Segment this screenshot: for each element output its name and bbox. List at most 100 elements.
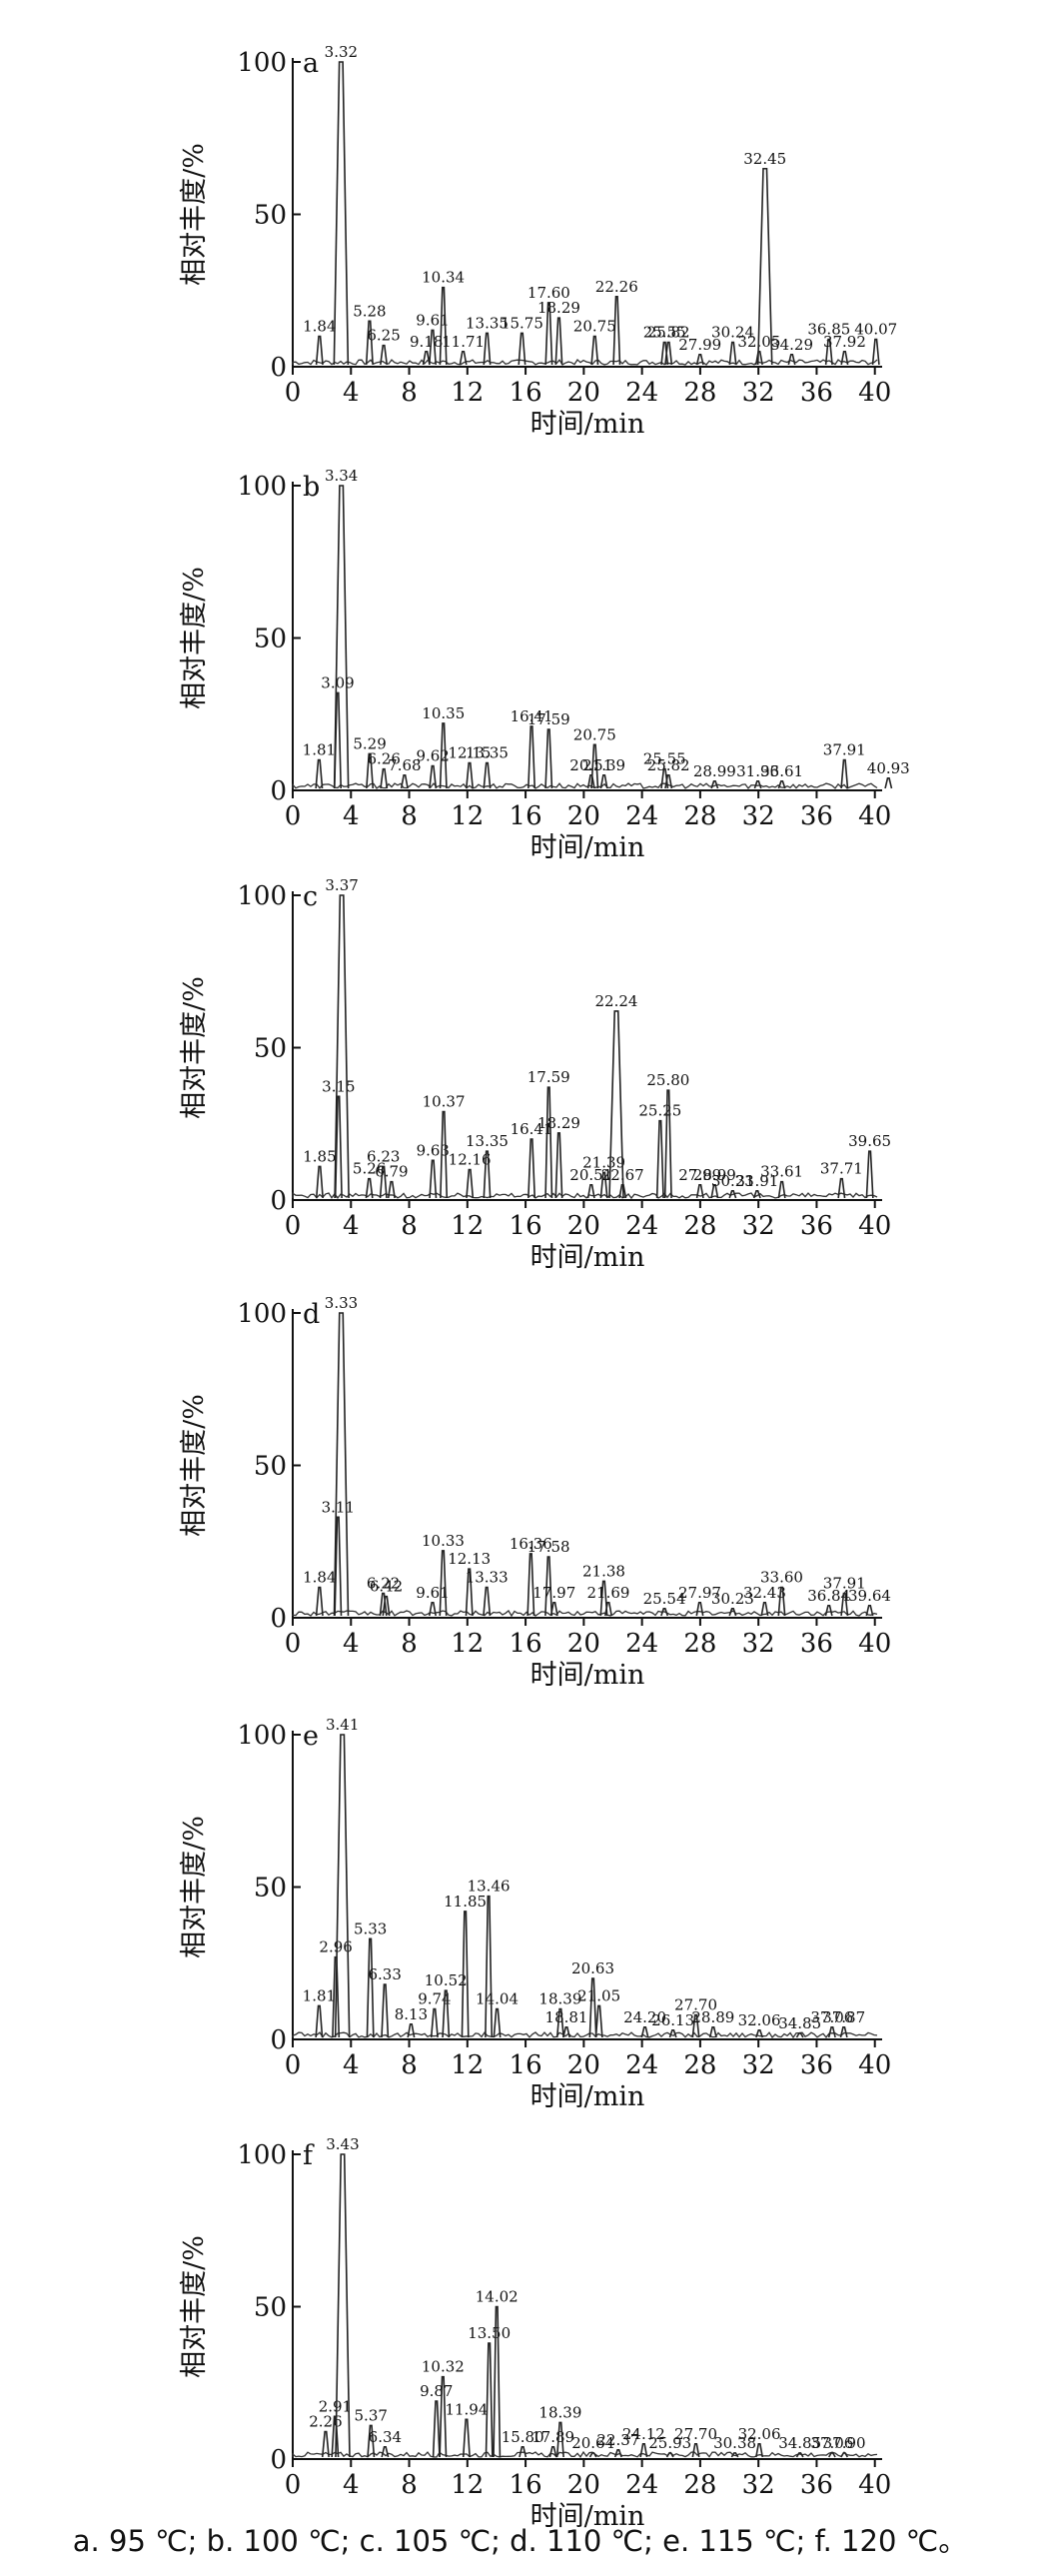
peak-mark: [755, 2029, 764, 2038]
peak-mark: [544, 1086, 553, 1199]
x-tick-label: 12: [451, 1629, 484, 1659]
peak-mark: [777, 1586, 786, 1617]
peak-mark: [429, 1159, 438, 1199]
panel-f: 0 50 100 0 4 8 12 16 20 24 28 32 36 40 时间/min 相对丰度/% f 2.…: [179, 2135, 891, 2532]
peak-mark: [594, 2004, 603, 2038]
peak-label: 24.12: [622, 2425, 665, 2443]
peak-label: 21.38: [582, 1562, 625, 1580]
peak-mark: [440, 1110, 449, 1199]
x-tick-label: 16: [510, 2470, 542, 2500]
x-tick-label: 20: [567, 1211, 600, 1241]
peak-label: 10.35: [422, 704, 465, 722]
x-tick-label: 16: [510, 1211, 542, 1241]
peak-mark: [710, 1183, 719, 1199]
peak-label: 12.13: [448, 1550, 491, 1568]
peak-mark: [432, 2400, 441, 2458]
peak-mark: [483, 1586, 492, 1617]
peak-mark: [728, 1608, 737, 1617]
peak-mark: [333, 61, 350, 366]
peak-label: 31.91: [735, 1172, 778, 1190]
x-tick-label: 0: [285, 378, 302, 408]
peak-label: 33.61: [760, 762, 803, 780]
x-tick-label: 28: [683, 2050, 716, 2080]
peak-label: 18.81: [545, 2008, 588, 2026]
peak-mark: [668, 2029, 677, 2038]
peak-label: 11.85: [444, 1893, 487, 1911]
peak-mark: [483, 761, 492, 789]
peak-mark: [527, 1138, 536, 1199]
panel-letter: f: [303, 2140, 315, 2171]
x-axis-label: 时间/min: [530, 409, 645, 440]
peak-label: 31.96: [736, 762, 779, 780]
peak-mark: [840, 1592, 849, 1617]
peak-mark: [315, 2004, 324, 2038]
peak-label: 16.41: [511, 707, 553, 725]
x-tick-label: 4: [343, 378, 360, 408]
x-tick-label: 0: [285, 1629, 302, 1659]
peak-label: 15.80: [502, 2428, 544, 2446]
x-tick-label: 36: [800, 378, 833, 408]
peak-mark: [430, 2007, 439, 2038]
peak-mark: [380, 344, 389, 366]
peak-mark: [824, 1605, 833, 1617]
x-tick-label: 36: [800, 2050, 833, 2080]
x-tick-label: 36: [800, 1629, 833, 1659]
peak-mark: [493, 2305, 502, 2458]
x-tick-label: 20: [567, 2050, 600, 2080]
peak-label: 5.29: [353, 734, 386, 752]
y-axis-label: 相对丰度/%: [179, 143, 210, 286]
y-axis-label: 相对丰度/%: [179, 2235, 210, 2378]
peak-mark: [613, 2449, 622, 2458]
peak-mark: [840, 2452, 849, 2458]
peak-mark: [544, 302, 553, 366]
peak-label: 37.06: [810, 2434, 853, 2452]
peak-mark: [865, 1605, 874, 1617]
peak-label: 32.06: [738, 2425, 781, 2443]
peak-mark: [315, 758, 324, 789]
panel-b: 0 50 100 0 4 8 12 16 20 24 28 32 36 40 时间/min 相对丰度/% b 1.…: [179, 467, 910, 863]
peak-mark: [459, 350, 468, 366]
peak-label: 1.85: [303, 1147, 336, 1165]
x-axis-label: 时间/min: [530, 2081, 645, 2112]
peak-label: 15.75: [501, 314, 543, 332]
peak-label: 37.87: [822, 2008, 865, 2026]
peak-label: 27.99: [678, 1166, 721, 1184]
x-axis-label: 时间/min: [530, 2501, 645, 2532]
peak-label: 27.97: [678, 1584, 721, 1602]
peak-mark: [590, 335, 599, 366]
x-tick-label: 8: [401, 2050, 418, 2080]
peak-label: 25.82: [647, 324, 690, 342]
peak-label: 25.80: [646, 1071, 689, 1089]
peak-label: 5.37: [355, 2406, 388, 2424]
x-tick-label: 28: [683, 2470, 716, 2500]
peak-label: 17.97: [532, 1584, 575, 1602]
peak-label: 1.81: [303, 1986, 336, 2004]
peak-label: 6.34: [369, 2428, 402, 2446]
peak-mark: [555, 2007, 564, 2038]
peak-mark: [664, 773, 673, 789]
y-tick-label: 50: [254, 1874, 287, 1904]
y-tick-label: 50: [254, 1452, 287, 1482]
peak-mark: [590, 743, 599, 789]
peak-mark: [334, 1734, 351, 2038]
peak-label: 22.26: [595, 278, 638, 296]
peak-label: 30.24: [711, 324, 754, 342]
peak-mark: [462, 2418, 471, 2458]
y-tick-label: 0: [270, 1604, 287, 1634]
peak-label: 6.25: [367, 327, 400, 345]
peak-mark: [544, 1556, 553, 1617]
peak-mark: [439, 1550, 448, 1617]
x-tick-label: 4: [343, 2470, 360, 2500]
peak-mark: [777, 780, 786, 789]
peak-label: 40.07: [854, 321, 897, 339]
x-tick-label: 0: [285, 2050, 302, 2080]
x-tick-label: 28: [683, 378, 716, 408]
peak-mark: [422, 350, 431, 366]
peak-mark: [827, 2452, 836, 2458]
y-tick-label: 0: [270, 776, 287, 806]
peak-mark: [760, 1601, 769, 1617]
peak-label: 13.35: [466, 314, 509, 332]
peak-mark: [695, 1183, 704, 1199]
peak-label: 13.35: [466, 744, 509, 762]
